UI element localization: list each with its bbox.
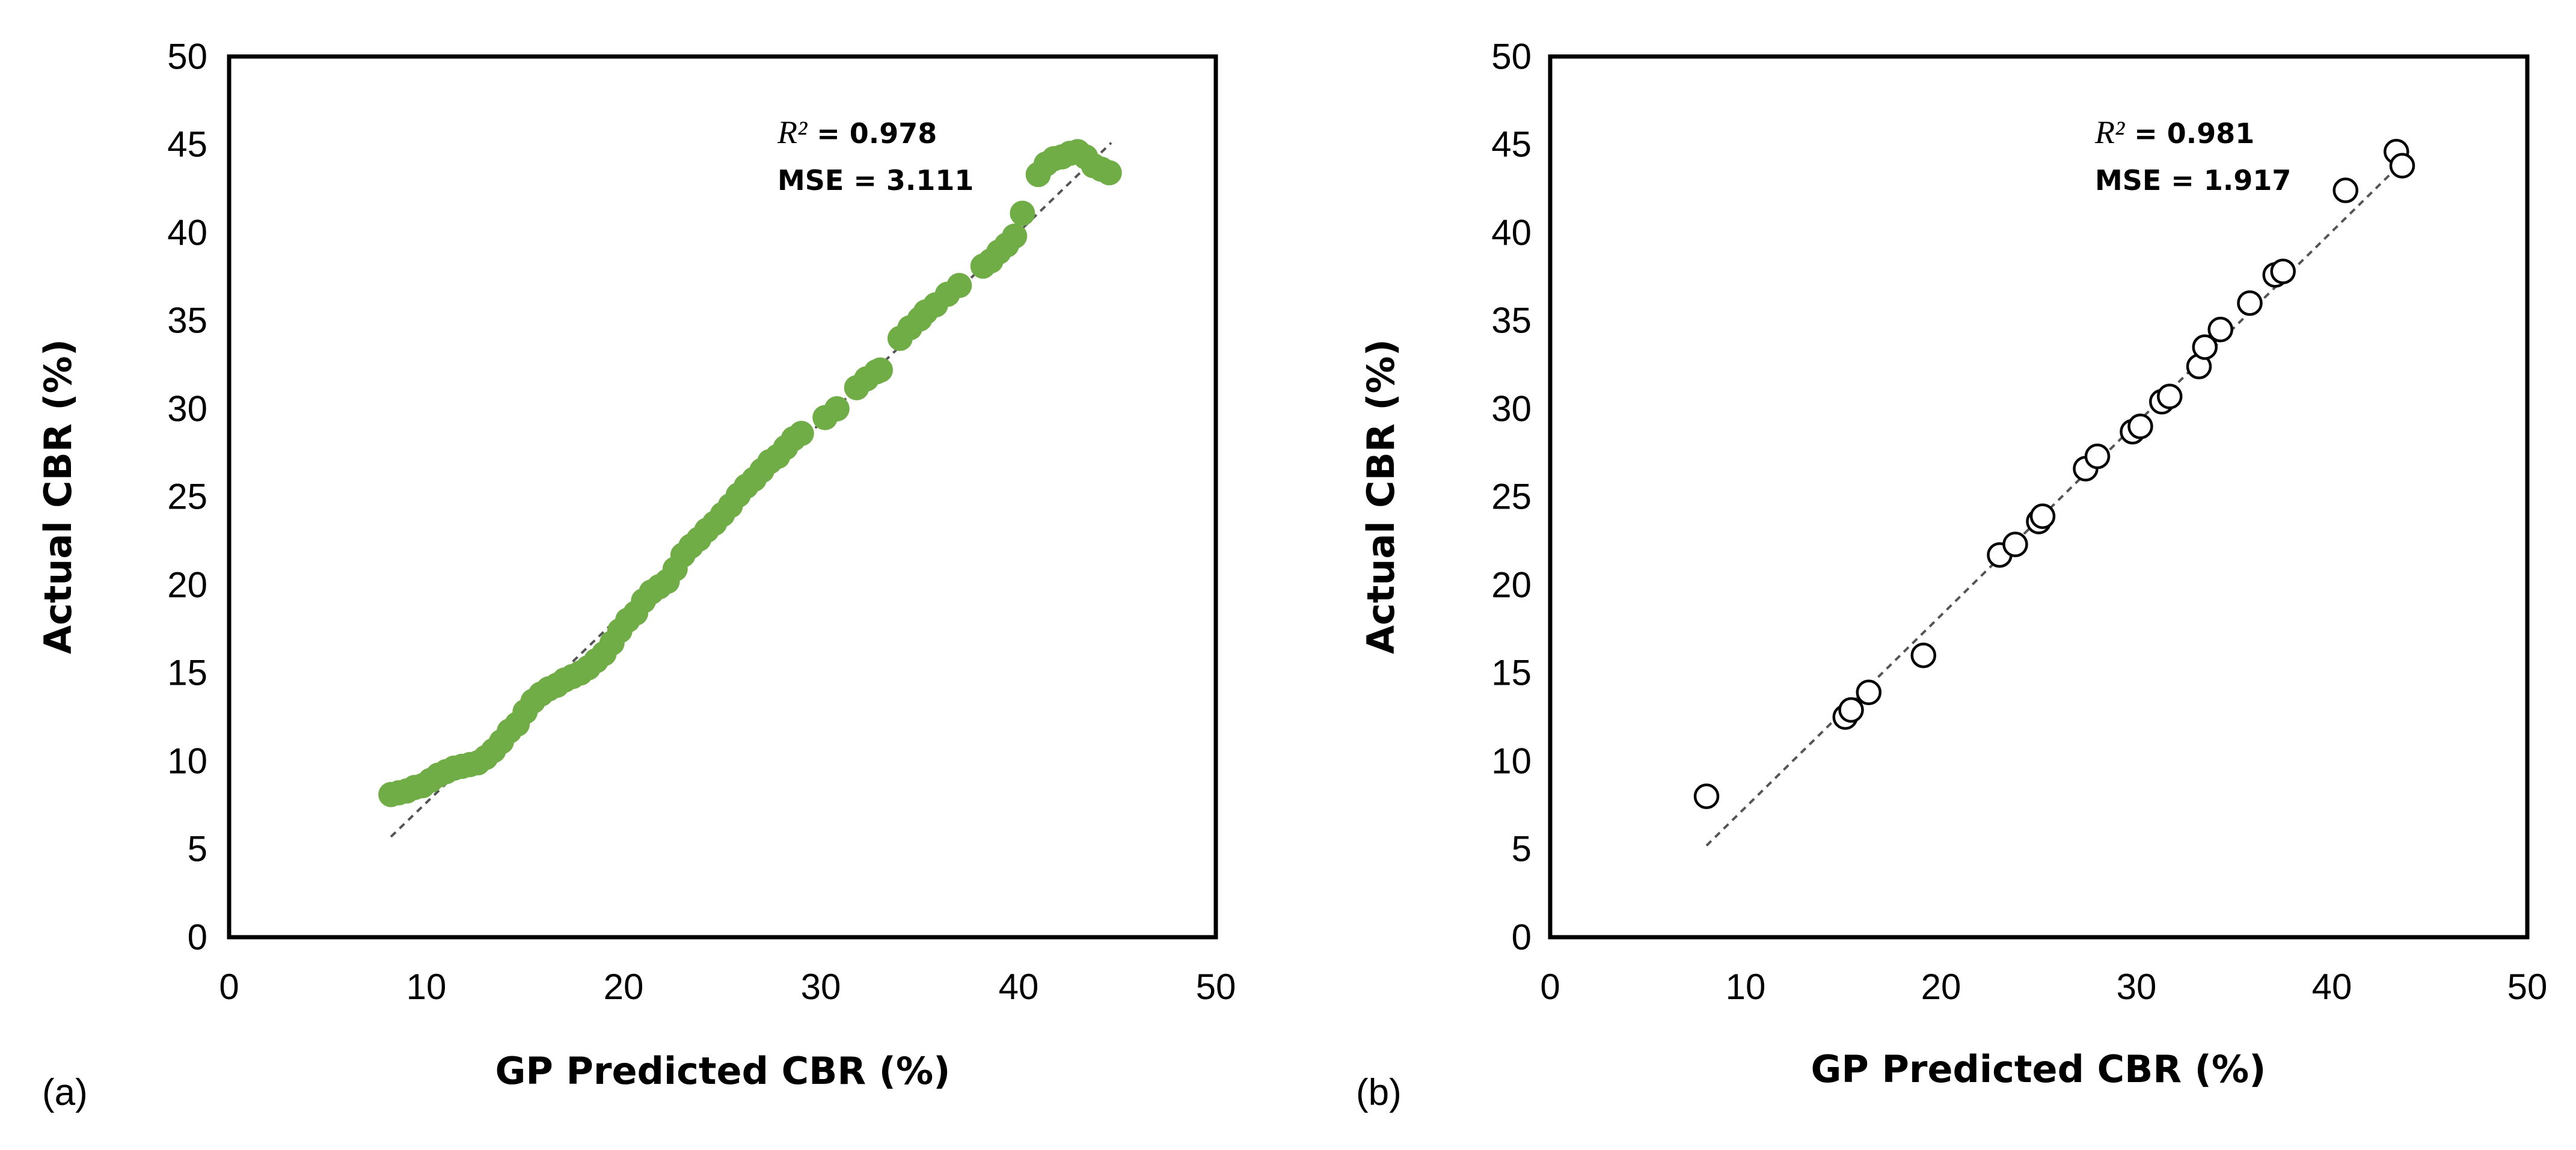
- data-point: [2389, 153, 2415, 179]
- data-point: [2002, 531, 2028, 557]
- y-tick-label: 30: [1491, 389, 1532, 429]
- y-tick-label: 50: [1491, 37, 1532, 77]
- r2-symbol: R²: [2094, 114, 2125, 150]
- y-tick-label: 25: [167, 477, 207, 517]
- y-tick-label: 20: [1491, 565, 1532, 605]
- panel-b-y-axis-title: Actual CBR (%): [1359, 339, 1403, 654]
- data-point: [2084, 443, 2111, 469]
- panel-b-data-points: [1693, 138, 2415, 809]
- x-tick-label: 10: [1726, 967, 1766, 1007]
- panel-a-data-points: [378, 139, 1122, 807]
- data-point: [1010, 200, 1035, 226]
- y-tick-label: 10: [167, 741, 207, 781]
- panel-b-chart: 0 5 10 15 20 25 30 35 40 45 50 0 10 20 3…: [1356, 37, 2547, 1114]
- y-tick-label: 15: [167, 653, 207, 693]
- y-tick-label: 0: [188, 917, 207, 958]
- x-tick-label: 50: [1196, 967, 1236, 1007]
- data-point: [1096, 160, 1122, 186]
- y-tick-label: 5: [1512, 829, 1532, 869]
- data-point: [1856, 679, 1881, 705]
- y-tick-label: 15: [1491, 653, 1532, 693]
- y-tick-label: 35: [167, 301, 207, 341]
- x-tick-label: 40: [2312, 967, 2352, 1007]
- data-point: [1002, 223, 1028, 249]
- panel-b-mse-annotation: MSE = 1.917: [2095, 164, 2291, 197]
- x-tick-label: 0: [219, 967, 239, 1007]
- panel-b-y-tick-labels: 0 5 10 15 20 25 30 35 40 45 50: [1491, 37, 1532, 958]
- panel-a-label: (a): [42, 1072, 88, 1113]
- x-tick-label: 20: [604, 967, 644, 1007]
- panel-a-y-axis-title: Actual CBR (%): [36, 339, 80, 654]
- y-tick-label: 35: [1491, 301, 1532, 341]
- y-tick-label: 30: [167, 389, 207, 429]
- y-tick-label: 5: [188, 829, 207, 869]
- panel-b-x-tick-labels: 0 10 20 30 40 50: [1540, 967, 2547, 1007]
- x-tick-label: 20: [1921, 967, 1961, 1007]
- panel-b-plot-frame: [1548, 54, 2530, 940]
- panel-b-fit-line: [1705, 158, 2407, 847]
- data-point: [2270, 258, 2296, 284]
- panel-a-y-tick-labels: 0 5 10 15 20 25 30 35 40 45 50: [167, 37, 207, 958]
- y-tick-label: 20: [167, 565, 207, 605]
- y-tick-label: 10: [1491, 741, 1532, 781]
- x-tick-label: 40: [999, 967, 1039, 1007]
- data-point: [1910, 642, 1936, 668]
- y-tick-label: 40: [1491, 213, 1532, 253]
- data-point: [2237, 290, 2263, 316]
- y-tick-label: 25: [1491, 477, 1532, 517]
- data-point: [1693, 783, 1720, 809]
- panel-a-plot-frame: [227, 54, 1218, 940]
- y-tick-label: 45: [167, 124, 207, 165]
- y-tick-label: 40: [167, 213, 207, 253]
- data-point: [2332, 177, 2358, 203]
- data-point: [2029, 503, 2056, 529]
- data-point: [2157, 384, 2183, 409]
- x-tick-label: 10: [406, 967, 447, 1007]
- panel-b-r2-annotation: R² = 0.981: [2094, 114, 2254, 150]
- panel-a-r2-annotation: R² = 0.978: [777, 114, 937, 150]
- y-tick-label: 45: [1491, 124, 1532, 165]
- panel-a-x-tick-labels: 0 10 20 30 40 50: [219, 967, 1236, 1007]
- data-point: [2127, 414, 2153, 439]
- x-tick-label: 0: [1540, 967, 1560, 1007]
- data-point: [946, 272, 972, 298]
- r2-value: = 0.978: [817, 117, 937, 150]
- y-tick-label: 50: [167, 37, 207, 77]
- data-point: [2192, 334, 2218, 360]
- x-tick-label: 30: [2117, 967, 2157, 1007]
- panel-a-x-axis-title: GP Predicted CBR (%): [495, 1049, 951, 1093]
- panel-b-x-axis-title: GP Predicted CBR (%): [1811, 1047, 2266, 1091]
- y-tick-label: 0: [1512, 917, 1532, 958]
- x-tick-label: 50: [2507, 967, 2548, 1007]
- data-point: [824, 396, 850, 421]
- r2-symbol: R²: [777, 114, 808, 150]
- panel-b-label: (b): [1356, 1072, 1402, 1113]
- panel-a-mse-annotation: MSE = 3.111: [777, 164, 974, 197]
- data-point: [868, 357, 894, 383]
- panel-a-chart: 0 5 10 15 20 25 30 35 40 45 50 0 10 20 3…: [36, 37, 1236, 1114]
- data-point: [1838, 697, 1864, 723]
- r2-value: = 0.981: [2134, 117, 2254, 150]
- data-point: [788, 421, 814, 447]
- x-tick-label: 30: [801, 967, 841, 1007]
- data-point: [2207, 316, 2233, 343]
